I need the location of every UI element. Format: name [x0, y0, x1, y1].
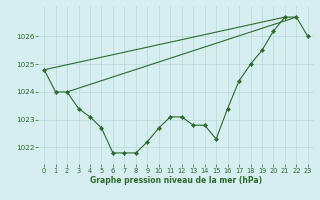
X-axis label: Graphe pression niveau de la mer (hPa): Graphe pression niveau de la mer (hPa): [90, 176, 262, 185]
